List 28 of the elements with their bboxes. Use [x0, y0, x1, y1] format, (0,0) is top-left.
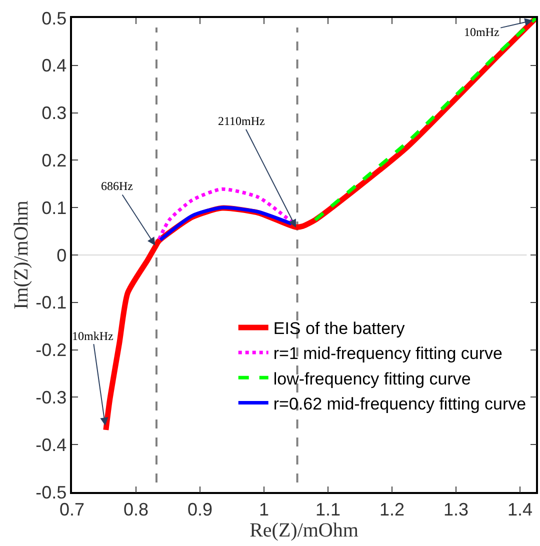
legend-label: EIS of the battery — [273, 319, 406, 338]
x-tick-label: 1 — [258, 499, 270, 520]
y-tick-label: -0.1 — [36, 292, 67, 313]
y-tick-label: 0 — [56, 245, 67, 266]
y-tick-label: 0.4 — [42, 56, 67, 76]
y-tick-label: 0.1 — [42, 198, 67, 218]
y-tick-label: -0.4 — [36, 434, 67, 455]
legend-label: r=0.62 mid-frequency fitting curve — [273, 394, 526, 414]
legend-label: r=1 mid-frequency fitting curve — [273, 344, 502, 364]
x-tick-label: 1.3 — [443, 499, 469, 520]
y-axis-title: Im(Z)/mOhm — [10, 200, 33, 310]
x-axis-title: Re(Z)/mOhm — [250, 519, 359, 542]
y-tick-label: 0.3 — [42, 103, 67, 124]
legend-label: low-frequency fitting curve — [273, 369, 471, 388]
line-series — [313, 18, 536, 222]
x-tick-label: 1.2 — [379, 499, 405, 520]
annotation: 10mkHz — [72, 329, 114, 343]
annotation: 686Hz — [101, 179, 133, 193]
y-tick-label: -0.3 — [36, 388, 67, 408]
annotation: 10mHz — [464, 25, 500, 39]
y-tick-label: -0.2 — [36, 340, 67, 360]
x-tick-label: 0.9 — [187, 499, 213, 520]
x-tick-label: 0.8 — [123, 499, 149, 520]
y-tick-label: 0.2 — [42, 150, 67, 170]
x-tick-label: 1.4 — [507, 499, 533, 520]
x-tick-label: 1.1 — [315, 499, 341, 520]
y-tick-label: 0.5 — [42, 8, 67, 28]
annotation: 2110mHz — [218, 114, 265, 128]
